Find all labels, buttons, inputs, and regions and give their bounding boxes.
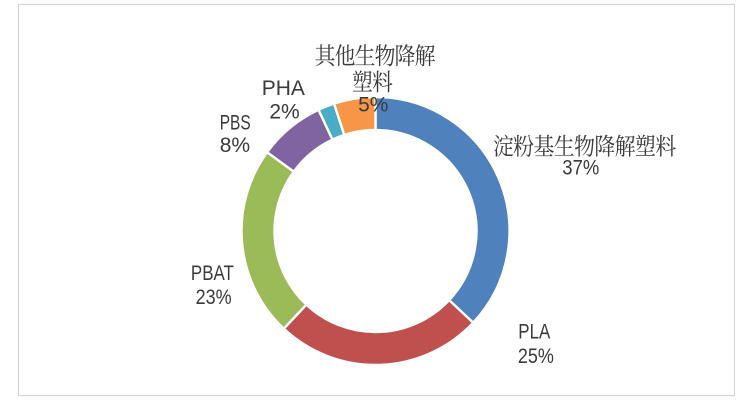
svg-text:8%: 8% (220, 134, 250, 157)
svg-text:PLA: PLA (518, 321, 550, 344)
svg-text:PBS: PBS (220, 112, 251, 135)
svg-text:PBAT: PBAT (191, 262, 234, 285)
svg-text:23%: 23% (196, 286, 232, 309)
svg-text:37%: 37% (562, 157, 599, 180)
svg-text:PHA: PHA (262, 77, 305, 100)
svg-text:5%: 5% (358, 94, 388, 117)
svg-text:25%: 25% (518, 345, 554, 368)
svg-text:2%: 2% (269, 101, 299, 124)
